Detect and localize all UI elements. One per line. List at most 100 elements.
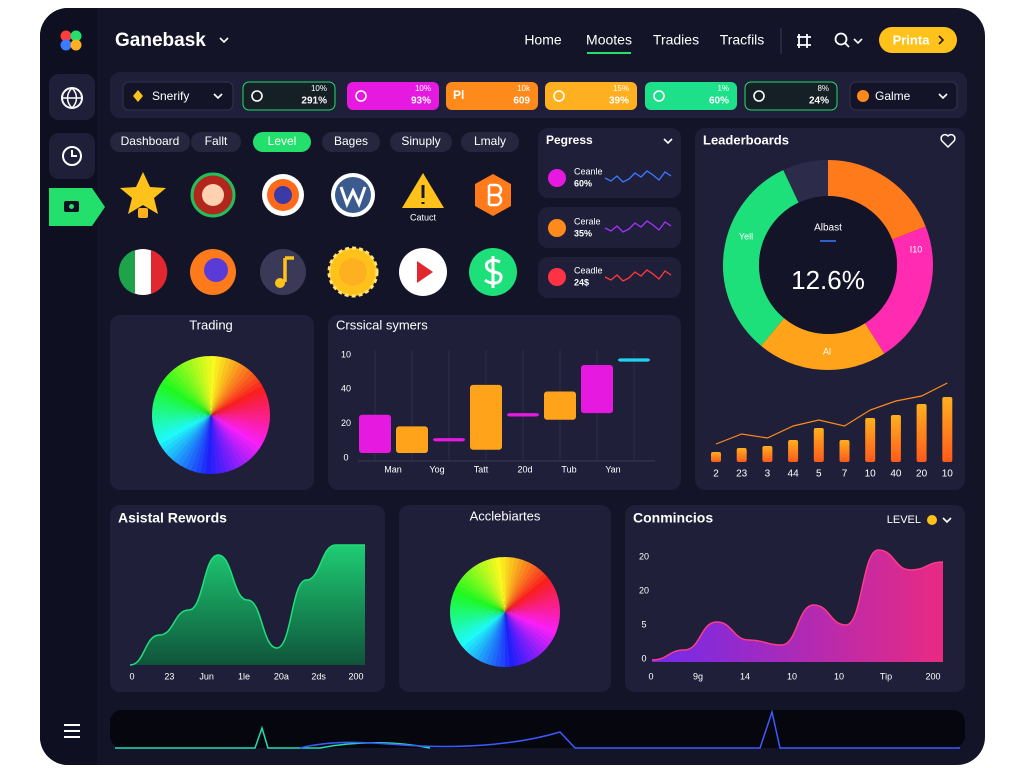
- pie-wedge: [505, 612, 553, 644]
- pie-wedge: [454, 612, 505, 640]
- pie-wedge: [466, 569, 505, 612]
- bar-label: 23: [736, 469, 748, 480]
- pie-wedge: [211, 415, 241, 469]
- progress-label: Ceanle: [574, 166, 603, 176]
- progress-label: Ceadle: [574, 265, 603, 275]
- x-axis-label: 1le: [238, 671, 250, 681]
- pie-wedge: [162, 415, 211, 453]
- tab[interactable]: [253, 132, 311, 152]
- pie-wedge: [173, 366, 211, 415]
- x-axis-label: 2ds: [311, 671, 326, 681]
- pie-wedge: [159, 380, 211, 415]
- ticker-chip[interactable]: [242, 81, 336, 111]
- pie-wedge: [490, 557, 505, 612]
- grid-icon[interactable]: [797, 34, 811, 48]
- tab[interactable]: [110, 132, 190, 152]
- pie-wedge: [505, 612, 515, 667]
- ticker-chip[interactable]: [347, 82, 439, 110]
- globe-lines: [62, 87, 82, 109]
- chevron-icon: [219, 37, 229, 44]
- x-axis-label: Man: [384, 464, 402, 474]
- donut-segment: [723, 170, 800, 346]
- bar: [839, 440, 850, 462]
- bar-label: 2: [713, 469, 719, 480]
- dollar-mark: [484, 256, 503, 288]
- heart-icon[interactable]: [940, 133, 956, 149]
- bar: [762, 446, 773, 462]
- pie-wedge: [152, 415, 211, 426]
- sidebar-button[interactable]: [49, 74, 95, 120]
- pie-wedge: [505, 580, 553, 612]
- ticker-icon: [355, 90, 367, 102]
- app-icon-mark: [339, 186, 367, 208]
- ticker-icon: [653, 90, 665, 102]
- trend-line: [715, 382, 948, 445]
- pie-wedge: [505, 569, 545, 612]
- candle: [396, 426, 428, 454]
- progress-item-panel: [538, 257, 681, 298]
- app-icon-face: [202, 184, 224, 206]
- pie-wedge: [211, 415, 263, 450]
- chevron-icon: [853, 38, 863, 45]
- x-axis-label: 200: [348, 671, 363, 681]
- logo-part: [70, 39, 82, 51]
- tab[interactable]: [461, 132, 519, 152]
- ticker-chip[interactable]: [446, 82, 538, 110]
- app-icon-center: [204, 258, 228, 282]
- toggle-label[interactable]: LEVEL: [887, 514, 921, 526]
- primary-button[interactable]: [879, 27, 957, 53]
- pie-wedge: [211, 404, 270, 415]
- y-axis-label: 10: [341, 349, 351, 359]
- area-line: [129, 544, 365, 666]
- pie-wedge: [505, 612, 541, 658]
- pie-wedge: [211, 359, 237, 415]
- ticker-chip[interactable]: [545, 82, 637, 110]
- panel-title: Conmincios: [633, 510, 713, 526]
- progress-icon: [548, 169, 566, 187]
- tab[interactable]: [390, 132, 452, 152]
- pie-wedge: [190, 357, 211, 415]
- ticker-chip[interactable]: [744, 81, 838, 111]
- menu-icon[interactable]: [64, 724, 80, 738]
- music-note-head: [275, 278, 285, 288]
- tab[interactable]: [191, 132, 241, 152]
- coin-mark: [487, 183, 503, 207]
- candle: [618, 358, 650, 362]
- pie-wedge: [211, 415, 245, 467]
- bar: [942, 397, 953, 462]
- nav-link[interactable]: Tracfils: [720, 32, 765, 48]
- sparkline: [604, 220, 672, 233]
- bar: [711, 452, 721, 462]
- pie-wedge: [451, 592, 505, 612]
- ticker-chip[interactable]: [645, 82, 737, 110]
- ticker-value: 609: [513, 96, 530, 107]
- pie-wedge: [211, 415, 232, 473]
- select-box[interactable]: [849, 81, 958, 111]
- progress-value: 24$: [574, 277, 589, 287]
- nav-link[interactable]: Mootes: [586, 32, 632, 48]
- nav-link[interactable]: Tradies: [653, 32, 699, 48]
- y-axis-label: 0: [343, 452, 348, 462]
- tab[interactable]: [322, 132, 380, 152]
- pie-wedge: [211, 415, 227, 474]
- pie-wedge: [485, 612, 505, 666]
- pie-wedge: [153, 415, 211, 436]
- pie-wedge: [157, 384, 211, 415]
- donut-segment: [864, 226, 933, 354]
- area-fill: [130, 545, 365, 665]
- candle: [359, 414, 391, 454]
- pie-wedge: [155, 415, 211, 440]
- search-icon[interactable]: [834, 32, 848, 46]
- pie-wedge: [451, 612, 505, 631]
- chevron-icon: [938, 93, 948, 100]
- pie-wedge: [211, 415, 253, 461]
- ticker-change: 15%: [613, 84, 629, 93]
- app-icon: [260, 249, 306, 295]
- x-axis-label: Jun: [199, 671, 214, 681]
- nav-link[interactable]: Home: [524, 32, 562, 48]
- pie-wedge: [505, 588, 557, 612]
- ticker-bar: [110, 72, 967, 118]
- select-box[interactable]: [122, 81, 234, 111]
- y-axis-label: 0: [641, 653, 646, 663]
- pie-wedge: [453, 588, 505, 612]
